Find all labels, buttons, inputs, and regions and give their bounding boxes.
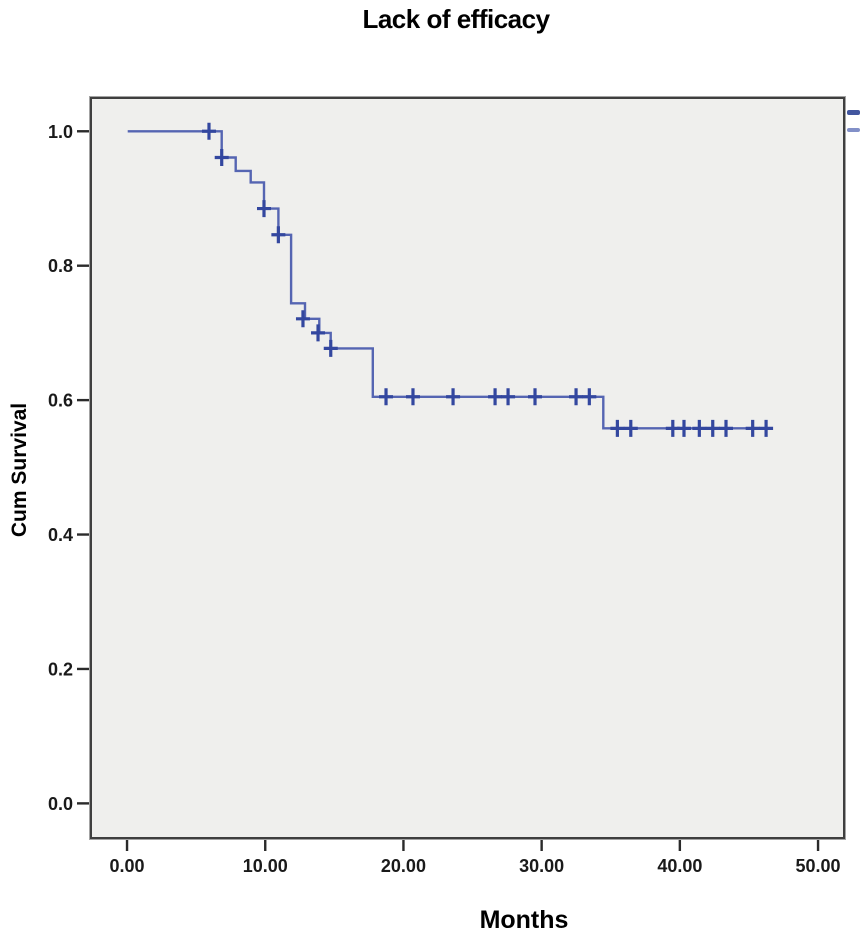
censor-mark — [488, 388, 503, 406]
y-tick-label: 0.6 — [48, 391, 73, 411]
censor-mark — [256, 200, 271, 218]
censor-mark — [295, 310, 310, 328]
y-tick-label: 0.0 — [48, 794, 73, 814]
censor-mark — [323, 339, 338, 357]
censor-mark — [201, 122, 216, 140]
x-tick-label: 10.00 — [243, 856, 288, 876]
censor-mark — [759, 419, 774, 437]
censor-mark — [405, 388, 420, 406]
censor-mark — [692, 419, 707, 437]
clipped-legend-censor-icon — [847, 110, 860, 115]
plot-area — [89, 96, 846, 840]
x-tick-label: 40.00 — [657, 856, 702, 876]
y-tick-label: 0.4 — [48, 525, 73, 545]
censor-mark — [610, 419, 625, 437]
clipped-legend-censor-icon — [847, 128, 860, 132]
censor-mark — [501, 388, 516, 406]
censor-mark — [528, 388, 543, 406]
censor-mark — [446, 388, 461, 406]
censor-mark — [745, 419, 760, 437]
censor-mark — [379, 388, 394, 406]
censor-mark — [582, 388, 597, 406]
censor-mark — [676, 419, 691, 437]
x-tick-label: 50.00 — [796, 856, 841, 876]
y-tick-label: 0.2 — [48, 659, 73, 679]
x-tick-label: 0.00 — [110, 856, 145, 876]
censor-mark — [705, 419, 720, 437]
y-tick-label: 1.0 — [48, 122, 73, 142]
censor-mark — [271, 226, 286, 244]
censor-mark — [311, 324, 326, 342]
censor-mark — [623, 419, 638, 437]
x-tick-label: 20.00 — [381, 856, 426, 876]
survival-curve — [127, 130, 773, 430]
y-tick-label: 0.8 — [48, 256, 73, 276]
censor-mark — [569, 388, 584, 406]
x-axis-label: Months — [479, 906, 569, 934]
y-axis-label: Cum Survival — [8, 402, 31, 538]
chart-title: Lack of efficacy — [362, 4, 550, 34]
censor-mark — [214, 148, 229, 166]
censor-mark — [719, 419, 734, 437]
x-tick-label: 30.00 — [519, 856, 564, 876]
